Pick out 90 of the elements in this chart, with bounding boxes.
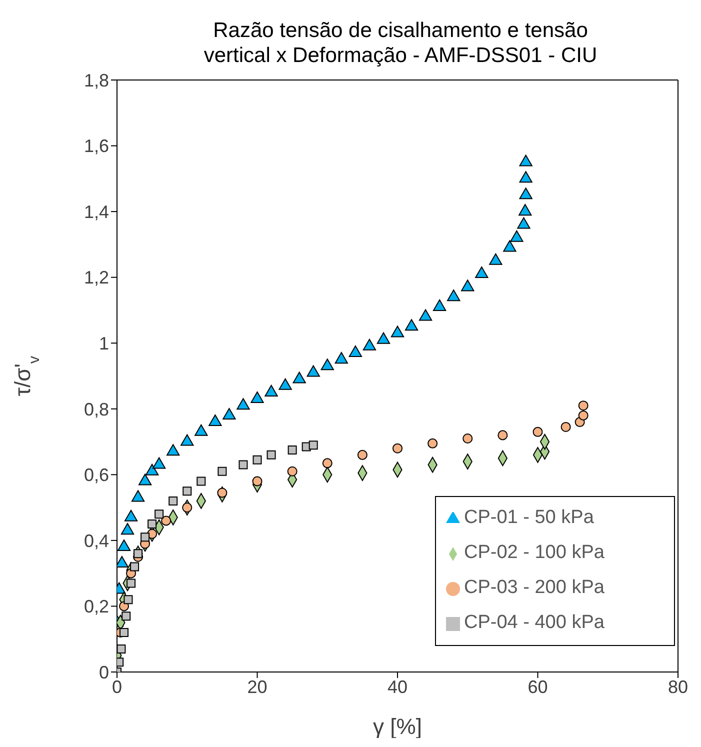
point (168, 496, 178, 506)
point (218, 466, 227, 476)
y-tick-label: 1 (98, 334, 109, 354)
point (140, 532, 150, 542)
point (376, 332, 390, 344)
point (306, 365, 320, 377)
point (308, 440, 318, 450)
point (222, 408, 236, 420)
point (154, 510, 164, 519)
point (334, 352, 348, 364)
point (357, 450, 368, 460)
point (117, 540, 131, 552)
point (418, 309, 432, 321)
point (461, 280, 474, 292)
point (266, 450, 276, 460)
point (447, 290, 460, 302)
point (287, 466, 298, 476)
point (503, 240, 516, 252)
point (217, 488, 228, 498)
point (252, 455, 262, 464)
chart-title: Razão tensão de cisalhamento e tensão vertical x Deformação - AMF-DSS01 - CIU (202, 18, 598, 68)
point (288, 446, 297, 454)
point (532, 426, 543, 437)
legend-label: CP-03 - 200 kPa (464, 577, 604, 598)
point (489, 253, 502, 265)
point (362, 338, 376, 350)
point (148, 520, 157, 528)
point (152, 457, 166, 469)
point (560, 422, 571, 432)
x-tick-label: 0 (112, 676, 122, 697)
point (320, 358, 334, 370)
point (131, 490, 145, 502)
point (182, 486, 192, 496)
point (518, 204, 532, 216)
point (475, 266, 488, 278)
point (578, 400, 588, 411)
point (428, 438, 438, 448)
point (130, 562, 140, 572)
point (392, 443, 403, 454)
point (126, 578, 136, 588)
point (180, 434, 194, 446)
point (510, 230, 524, 242)
point (120, 628, 129, 638)
y-tick-label: 0,6 (84, 465, 109, 486)
point (250, 392, 264, 404)
x-tick-label: 20 (247, 676, 268, 697)
point (145, 464, 159, 476)
point (196, 476, 206, 486)
y-tick-label: 0,4 (84, 530, 109, 551)
point (519, 188, 532, 200)
point (264, 384, 278, 396)
point (322, 458, 332, 468)
point (166, 444, 180, 456)
point (161, 516, 172, 526)
point (519, 171, 532, 183)
point (404, 319, 418, 331)
x-tick-label: 60 (528, 676, 548, 697)
point (292, 372, 306, 384)
point (517, 217, 530, 229)
y-tick-label: 0,2 (84, 596, 109, 617)
point (236, 398, 250, 410)
point (390, 326, 404, 338)
point (498, 430, 508, 440)
point (122, 612, 131, 621)
legend-label: CP-02 - 100 kPa (464, 542, 604, 563)
point (578, 410, 588, 420)
point (117, 644, 126, 654)
y-tick-label: 1,2 (84, 268, 109, 288)
x-tick-label: 80 (668, 676, 688, 697)
legend-label: CP-04 - 400 kPa (464, 612, 604, 633)
point (278, 378, 292, 390)
point (519, 154, 532, 166)
x-tick-label: 40 (387, 676, 408, 697)
point (238, 460, 248, 470)
point (432, 299, 446, 311)
y-tick-label: 0 (98, 662, 109, 682)
point (138, 474, 152, 486)
point (120, 523, 134, 535)
point (462, 433, 473, 444)
point (194, 424, 208, 436)
point (182, 502, 192, 513)
point (348, 345, 362, 357)
y-tick-label: 1,4 (84, 202, 109, 222)
legend-label: CP-01 - 50 kPa (464, 507, 594, 528)
y-tick-label: 0,8 (84, 399, 109, 420)
y-tick-label: 1,8 (84, 70, 109, 90)
point (208, 414, 222, 426)
y-tick-label: 1,6 (84, 136, 109, 156)
point (124, 595, 133, 604)
point (252, 476, 262, 486)
